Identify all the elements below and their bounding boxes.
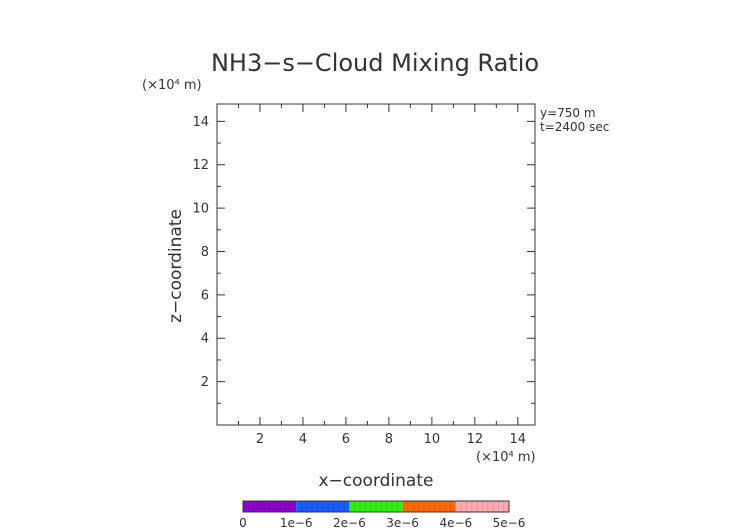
x-axis-ticks: 2 4 6 8 10 12 14 bbox=[237, 104, 527, 447]
colorbar-tick-label: 2e−6 bbox=[333, 516, 366, 530]
x-tick-label: 8 bbox=[385, 432, 393, 447]
y-tick-label: 2 bbox=[201, 375, 209, 390]
colorbar-segment bbox=[455, 501, 509, 512]
x-unit-label: (×10⁴ m) bbox=[476, 450, 536, 465]
x-axis-label: x−coordinate bbox=[319, 471, 434, 491]
x-tick-label: 4 bbox=[299, 432, 307, 447]
x-tick-label: 10 bbox=[424, 432, 441, 447]
annotation-t: t=2400 sec bbox=[540, 120, 609, 134]
colorbar-segment bbox=[402, 501, 456, 512]
colorbar-tick-label: 1e−6 bbox=[280, 516, 313, 530]
y-tick-label: 8 bbox=[201, 245, 209, 260]
colorbar-tick-label: 3e−6 bbox=[386, 516, 419, 530]
colorbar: 0 1e−6 2e−6 3e−6 4e−6 5e−6 bbox=[239, 500, 526, 530]
colorbar-tick-label: 5e−6 bbox=[493, 516, 526, 530]
x-tick-label: 6 bbox=[342, 432, 350, 447]
colorbar-segment bbox=[349, 501, 403, 512]
y-tick-label: 4 bbox=[201, 332, 209, 347]
chart-title: NH3−s−Cloud Mixing Ratio bbox=[211, 49, 539, 77]
colorbar-segment bbox=[243, 501, 297, 512]
x-tick-label: 2 bbox=[256, 432, 264, 447]
colorbar-frame bbox=[242, 500, 510, 513]
colorbar-tick-label: 4e−6 bbox=[439, 516, 472, 530]
y-axis-ticks: 2 4 6 8 10 12 14 bbox=[192, 115, 535, 404]
y-tick-label: 10 bbox=[192, 202, 209, 217]
colorbar-tick-label: 0 bbox=[239, 516, 247, 530]
y-tick-label: 14 bbox=[192, 115, 209, 130]
plot-area-frame bbox=[216, 103, 536, 426]
colorbar-segment bbox=[296, 501, 350, 512]
y-axis-label: z−coordinate bbox=[166, 209, 186, 323]
y-unit-label: (×10⁴ m) bbox=[142, 78, 202, 93]
y-tick-label: 6 bbox=[201, 288, 209, 303]
x-tick-label: 12 bbox=[467, 432, 484, 447]
x-tick-label: 14 bbox=[510, 432, 527, 447]
annotation-y: y=750 m bbox=[540, 106, 596, 120]
y-tick-label: 12 bbox=[192, 158, 209, 173]
